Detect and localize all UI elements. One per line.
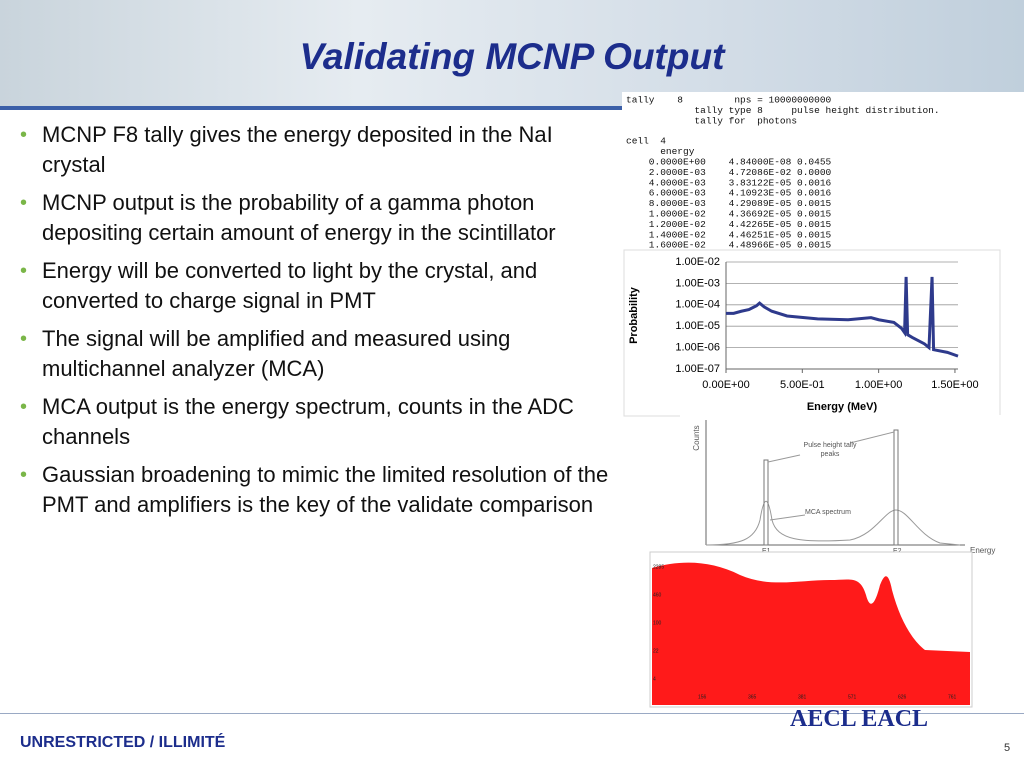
bullet: MCNP F8 tally gives the energy deposited… xyxy=(20,120,610,180)
y-tick-label: 1.00E-07 xyxy=(675,363,720,375)
x-axis-label: Energy (MeV) xyxy=(807,401,878,413)
schematic-x-label: Energy xyxy=(970,546,995,555)
leader xyxy=(769,514,806,521)
mca-x-label: 365 xyxy=(748,694,757,700)
y-axis-label: Probability xyxy=(628,286,640,344)
bullet: Energy will be converted to light by the… xyxy=(20,256,610,316)
y-tick-label: 1.00E-05 xyxy=(675,320,720,332)
slide-title: Validating MCNP Output xyxy=(299,36,725,77)
bullet: MCNP output is the probability of a gamm… xyxy=(20,188,610,248)
x-tick-label: 1.50E+00 xyxy=(931,379,978,391)
tally-line: 6.0000E-03 4.10923E-05 0.0016 xyxy=(626,188,832,199)
y-tick-label: 1.00E-03 xyxy=(675,277,720,289)
y-tick-label: 1.00E-06 xyxy=(675,342,720,354)
mca-label: MCA spectrum xyxy=(805,509,851,516)
y-tick-label: 1.00E-04 xyxy=(675,299,720,311)
y-tick-label: 1.00E-02 xyxy=(675,256,720,268)
mca-y-label: 4 xyxy=(653,676,656,682)
chart: 1.00E-07 1.00E-06 1.00E-05 1.00E-04 1.00E-03… xyxy=(628,256,979,413)
mca-curve xyxy=(705,500,961,546)
schematic: Counts Energy Pulse height tally peaks M… xyxy=(680,415,1010,560)
footer-rule xyxy=(0,713,1024,714)
tally-line: 1.6000E-02 4.48966E-05 0.0015 xyxy=(626,240,832,251)
e1-label: E1 xyxy=(762,548,771,555)
mca-x-label: 156 xyxy=(698,694,707,700)
tally-line: 1.4000E-02 4.46251E-05 0.0015 xyxy=(626,229,832,240)
header-band xyxy=(0,0,1024,106)
mca-y-label: 22 xyxy=(653,648,659,654)
bullet: MCA output is the energy spectrum, count… xyxy=(20,392,610,452)
classification: UNRESTRICTED / ILLIMITÉ xyxy=(20,734,226,751)
mca-image: 2285 460 100 22 4 156 365 381 571 626 761 xyxy=(649,551,973,708)
tally-output: tally 8 nps = 10000000000 tally type 8 p… xyxy=(626,95,940,251)
x-tick-label: 1.00E+00 xyxy=(855,379,902,391)
mca-y-label: 100 xyxy=(653,620,662,626)
x-tick-label: 0.00E+00 xyxy=(702,379,749,391)
tally-peak xyxy=(893,429,899,546)
tally-line: 1.2000E-02 4.42265E-05 0.0015 xyxy=(626,219,832,230)
header-rule xyxy=(0,106,1024,110)
schematic-bg xyxy=(680,415,1010,560)
chart-frame xyxy=(623,249,1001,417)
tally-line: 8.0000E-03 4.29089E-05 0.0015 xyxy=(626,198,832,209)
peaks-label: Pulse height tally peaks xyxy=(803,442,857,458)
tally-peak xyxy=(763,459,769,546)
mca-spectrum xyxy=(652,562,970,705)
bullet: Gaussian broadening to mimic the limited… xyxy=(20,460,610,520)
mca-x-label: 761 xyxy=(948,694,957,700)
mca-y-label: 2285 xyxy=(653,564,664,570)
data-line xyxy=(726,276,959,358)
peaks-label-box: Pulse height tally peaks xyxy=(803,442,857,458)
logo: AECL EACL xyxy=(790,706,929,732)
mca-x-label: 626 xyxy=(898,694,907,700)
leader xyxy=(767,454,801,463)
tally-box xyxy=(622,92,1024,234)
tally-line: 4.0000E-03 3.83122E-05 0.0016 xyxy=(626,177,832,188)
tally-line: 1.0000E-02 4.36692E-05 0.0015 xyxy=(626,209,832,220)
tally-line: tally for photons xyxy=(626,115,797,126)
mca-x-label: 571 xyxy=(848,694,857,700)
x-tick-label: 5.00E-01 xyxy=(780,379,825,391)
e2-label: E2 xyxy=(893,548,902,555)
mca-x-label: 381 xyxy=(798,694,807,700)
tally-line: 2.0000E-03 4.72086E-02 0.0000 xyxy=(626,167,832,178)
mca-y-label: 460 xyxy=(653,592,662,598)
leader xyxy=(849,431,895,444)
tally-line: energy xyxy=(626,146,695,157)
bullet-list: MCNP F8 tally gives the energy deposited… xyxy=(20,120,610,528)
schematic-y-label: Counts xyxy=(692,425,701,450)
tally-line: tally type 8 pulse height distribution. xyxy=(626,105,940,116)
bullet: The signal will be amplified and measure… xyxy=(20,324,610,384)
tally-line: cell 4 xyxy=(626,136,666,147)
tally-line: 0.0000E+00 4.84000E-08 0.0455 xyxy=(626,157,832,168)
page-number: 5 xyxy=(1004,742,1011,754)
tally-line: tally 8 nps = 10000000000 xyxy=(626,95,832,106)
